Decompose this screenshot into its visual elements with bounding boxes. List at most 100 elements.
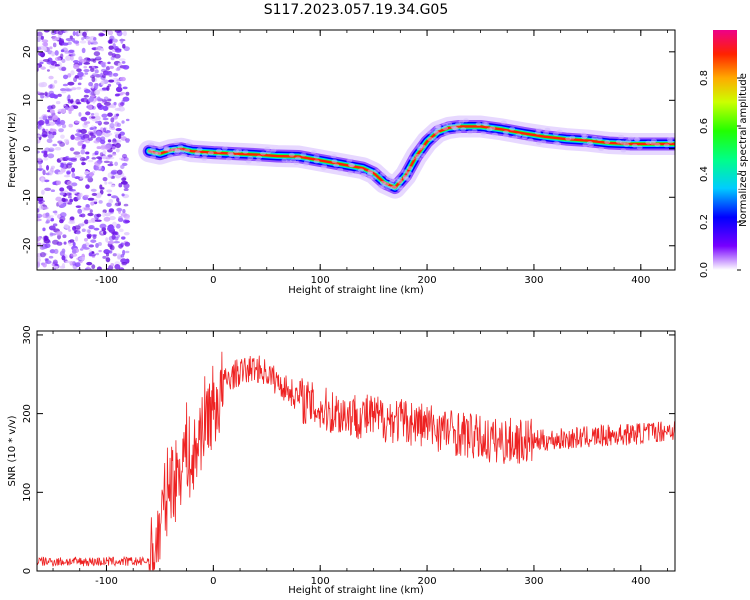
noise-blob (118, 215, 123, 222)
x-tick-label: 0 (210, 275, 216, 286)
noise-blob (102, 74, 106, 79)
ridge-speck (207, 151, 214, 156)
noise-blob (80, 128, 87, 134)
noise-blob (40, 66, 46, 70)
noise-blob (114, 173, 122, 179)
noise-blob (90, 188, 97, 192)
noise-blob (125, 139, 130, 144)
noise-blob (52, 210, 58, 214)
noise-blob (66, 180, 73, 186)
noise-blob (109, 65, 114, 69)
noise-blob (69, 198, 74, 203)
noise-blob (55, 100, 61, 105)
noise-blob (42, 134, 48, 138)
y-tick-label: 200 (22, 404, 33, 423)
ridge-speck (466, 130, 473, 135)
noise-blob (90, 95, 95, 98)
noise-blob (93, 227, 100, 231)
noise-blob (102, 117, 109, 121)
noise-blob (51, 36, 58, 42)
noise-blob (102, 176, 108, 182)
noise-blob (81, 228, 86, 233)
noise-blob (61, 263, 66, 269)
ridge-speck (255, 158, 262, 163)
noise-blob (57, 93, 62, 97)
ridge-speck (446, 121, 453, 126)
noise-blob (42, 227, 46, 232)
noise-blob (108, 41, 113, 44)
ridge-speck (435, 126, 442, 131)
noise-blob (107, 139, 112, 143)
noise-blob (49, 46, 53, 50)
noise-blob (78, 256, 85, 261)
noise-blob (115, 148, 120, 153)
noise-blob (68, 49, 75, 53)
ridge-speck (654, 142, 661, 147)
ridge-speck (313, 154, 320, 159)
noise-blob (84, 170, 90, 175)
noise-blob (72, 105, 79, 110)
noise-blob (90, 201, 95, 206)
ridge-speck (615, 139, 622, 144)
x-tick-label: 200 (418, 275, 437, 286)
noise-blob (115, 113, 120, 117)
noise-blob (60, 212, 67, 218)
ridge-speck (406, 166, 413, 171)
noise-blob (65, 37, 73, 42)
noise-blob (52, 143, 58, 147)
spectrogram-x-label: Height of straight line (km) (288, 285, 424, 296)
noise-blob (72, 241, 76, 247)
noise-blob (87, 219, 93, 224)
noise-blob (104, 70, 110, 76)
noise-blob (120, 158, 125, 161)
noise-blob (115, 223, 121, 229)
noise-blob (87, 104, 93, 110)
ridge-speck (201, 152, 208, 157)
y-tick-label: 300 (22, 325, 33, 344)
noise-blob (74, 133, 81, 137)
ridge-speck (431, 137, 438, 142)
noise-blob (88, 65, 93, 69)
noise-blob (45, 165, 50, 171)
noise-blob (60, 167, 66, 173)
ridge-speck (183, 148, 190, 153)
colorbar-gradient (713, 30, 737, 270)
noise-blob (51, 51, 55, 57)
noise-blob (108, 199, 114, 204)
noise-blob (61, 66, 67, 72)
noise-blob (85, 111, 91, 116)
noise-blob (98, 157, 103, 161)
noise-blob (44, 179, 50, 183)
ridge-speck (527, 138, 534, 143)
noise-blob (113, 231, 119, 236)
noise-blob (76, 86, 82, 90)
noise-blob (43, 47, 47, 52)
ridge-speck (360, 172, 367, 177)
noise-blob (89, 127, 94, 131)
ridge-speck (443, 131, 450, 136)
noise-blob (49, 93, 56, 99)
noise-blob (112, 72, 119, 77)
colorbar-label: Normalized spectral amplitude (738, 73, 749, 227)
noise-blob (63, 224, 69, 229)
ridge-speck (188, 154, 195, 159)
noise-blob (45, 221, 49, 224)
ridge-speck (196, 147, 203, 152)
noise-blob (74, 225, 81, 230)
noise-blob (88, 224, 95, 230)
ridge-speck (295, 156, 302, 161)
noise-blob (55, 230, 63, 236)
ridge-speck (265, 150, 272, 155)
noise-blob (96, 266, 102, 270)
noise-blob (50, 189, 56, 193)
noise-blob (69, 239, 75, 243)
noise-blob (38, 51, 44, 57)
noise-blob (91, 264, 96, 270)
noise-blob (74, 176, 81, 180)
noise-blob (89, 58, 96, 62)
noise-blob (52, 265, 59, 269)
noise-blob (107, 193, 112, 197)
noise-blob (111, 53, 116, 58)
